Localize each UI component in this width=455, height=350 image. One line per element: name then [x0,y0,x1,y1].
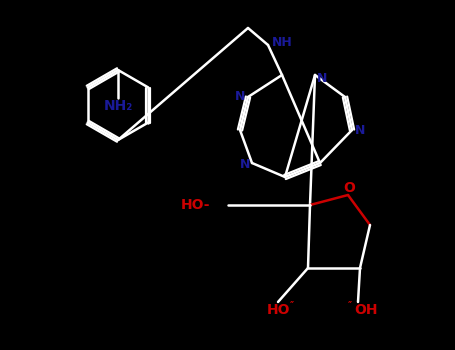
Text: NH₂: NH₂ [103,99,132,113]
Text: HO: HO [266,303,290,317]
Text: ′′: ′′ [289,301,295,311]
Text: N: N [240,158,250,170]
Text: NH: NH [272,36,293,49]
Text: HO-: HO- [181,198,210,212]
Text: N: N [235,90,245,103]
Text: N: N [355,124,365,136]
Text: N: N [317,72,327,85]
Text: O: O [343,181,355,195]
Text: OH: OH [354,303,378,317]
Text: ′′: ′′ [347,301,353,311]
